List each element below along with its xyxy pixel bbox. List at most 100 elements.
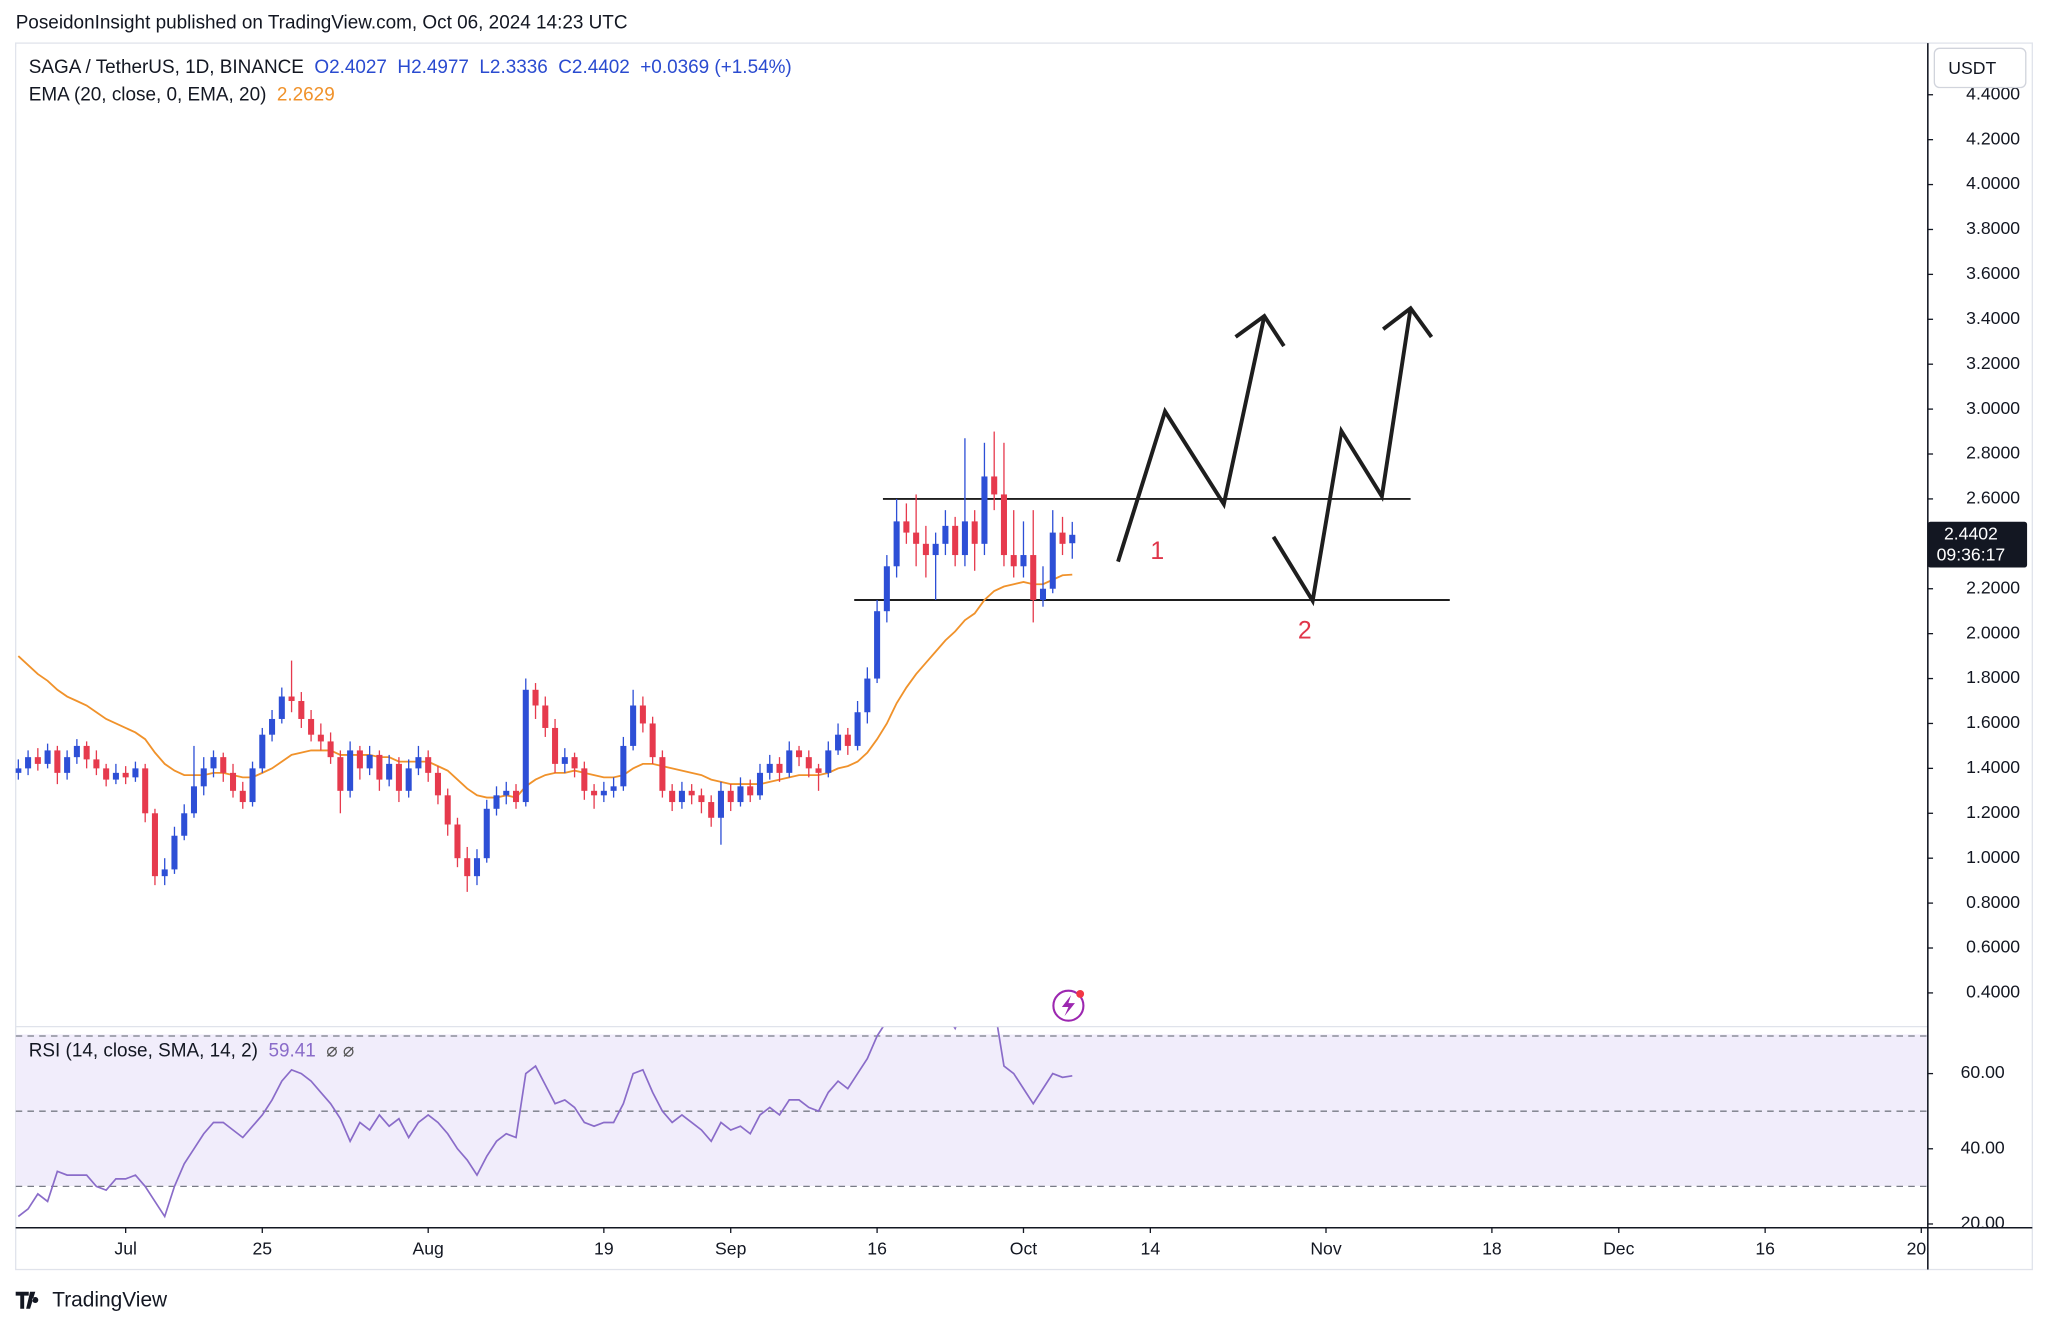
open-value: O2.4027 <box>314 57 387 78</box>
symbol: SAGA / TetherUS, 1D, BINANCE <box>29 57 304 78</box>
candle-body <box>239 790 246 803</box>
y-tick-label: 1.8000 <box>1966 667 2020 687</box>
candle-body <box>717 790 724 818</box>
candle-body <box>395 763 402 791</box>
rsi-tick-label: 20.00 <box>1961 1213 2005 1233</box>
y-tick-label: 1.0000 <box>1966 847 2020 867</box>
last-price-tag <box>1927 521 2028 568</box>
candle-body <box>581 768 588 791</box>
candle-body <box>913 532 920 544</box>
x-tick-label: 202 <box>1907 1239 1936 1259</box>
y-tick-label: 3.6000 <box>1966 263 2020 283</box>
y-tick-label: 4.0000 <box>1966 173 2020 193</box>
candle-body <box>649 723 656 758</box>
lightning-icon <box>1052 989 1085 1022</box>
candle-body <box>981 476 988 544</box>
change-value: +0.0369 (+1.54%) <box>640 57 792 78</box>
candle-body <box>512 790 520 803</box>
candle-body <box>483 808 490 859</box>
y-tick-label: 0.6000 <box>1966 937 2020 957</box>
candle-body <box>473 858 481 877</box>
candle-body <box>893 521 900 567</box>
header-text: PoseidonInsight published on TradingView… <box>16 13 628 34</box>
x-tick-label: Jul <box>114 1239 137 1259</box>
y-tick-label: 2.6000 <box>1966 488 2020 508</box>
candle-body <box>522 689 529 803</box>
y-tick-label: 1.4000 <box>1966 757 2020 777</box>
candle-body <box>786 750 793 773</box>
drawing-zigzag-1 <box>1116 313 1286 563</box>
candle-body <box>25 757 32 769</box>
candle-body <box>425 757 432 773</box>
candle-body <box>190 786 198 814</box>
y-tick-label: 2.8000 <box>1966 443 2020 463</box>
rsi-legend: RSI (14, close, SMA, 14, 2) 59.41 ⌀ ⌀ <box>29 1040 355 1061</box>
candle-body <box>1049 532 1056 589</box>
candle-body <box>639 705 646 724</box>
annotation-label: 1 <box>1150 538 1164 565</box>
candle-body <box>561 757 568 764</box>
y-tick-label: 2.0000 <box>1966 622 2020 642</box>
candle-body <box>171 835 178 870</box>
rsi-name: RSI (14, close, SMA, 14, 2) <box>29 1040 258 1061</box>
x-tick-label: Aug <box>413 1239 444 1259</box>
candle-body <box>83 745 90 760</box>
candle-body <box>503 790 510 796</box>
candle-body <box>64 757 71 773</box>
rsi-layer <box>15 1026 1928 1219</box>
rsi-icons: ⌀ ⌀ <box>326 1040 354 1061</box>
candle-body <box>678 790 685 803</box>
candle-body <box>1069 534 1076 544</box>
candle-body <box>454 824 461 859</box>
candle-body <box>766 763 773 773</box>
candle-body <box>1010 555 1017 567</box>
candle-body <box>34 757 41 764</box>
candle-body <box>815 768 822 773</box>
y-tick-label: 2.2000 <box>1966 577 2020 597</box>
candle-body <box>659 757 666 791</box>
legend-backdrop <box>16 47 1009 113</box>
y-tick-label: 4.4000 <box>1966 83 2020 103</box>
candle-body <box>708 802 715 818</box>
x-tick-label: Oct <box>1010 1239 1038 1259</box>
candle-body <box>932 543 939 556</box>
close-value: C2.4402 <box>558 57 630 78</box>
candle-body <box>405 768 412 791</box>
candle-body <box>883 566 890 612</box>
candle-body <box>93 759 100 769</box>
candle-body <box>386 763 393 780</box>
price-layer <box>15 431 1450 892</box>
chart-frame <box>15 42 2033 1271</box>
candle-body <box>269 718 276 735</box>
annotation-label: 2 <box>1298 618 1312 645</box>
candle-body <box>181 813 188 836</box>
candle-body <box>1030 555 1037 600</box>
candle-body <box>376 754 383 780</box>
candle-body <box>434 772 441 796</box>
candle-body <box>44 750 51 764</box>
footer-text: TradingView <box>52 1288 168 1311</box>
candle-body <box>259 734 266 769</box>
candle-body <box>444 795 451 825</box>
candle-body <box>600 790 607 796</box>
x-tick-label: 19 <box>594 1239 614 1259</box>
currency-label: USDT <box>1948 58 1996 78</box>
tradingview-logo: TradingView <box>15 1288 168 1311</box>
y-tick-label: 3.2000 <box>1966 353 2020 373</box>
candle-body <box>835 734 842 751</box>
candle-body <box>112 772 119 780</box>
candle-body <box>991 476 998 495</box>
candle-body <box>464 858 471 877</box>
candle-body <box>54 750 61 773</box>
countdown-label: 09:36:17 <box>1937 544 2006 564</box>
candle-body <box>249 768 256 803</box>
candle-body <box>142 768 149 814</box>
candle-body <box>532 689 539 706</box>
candle-body <box>229 772 237 791</box>
y-tick-label: 4.2000 <box>1966 128 2020 148</box>
currency-button[interactable] <box>1933 47 2027 89</box>
candle-body <box>620 745 627 787</box>
x-tick-label: Dec <box>1603 1239 1635 1259</box>
y-tick-label: 3.8000 <box>1966 218 2020 238</box>
candle-body <box>776 763 783 773</box>
